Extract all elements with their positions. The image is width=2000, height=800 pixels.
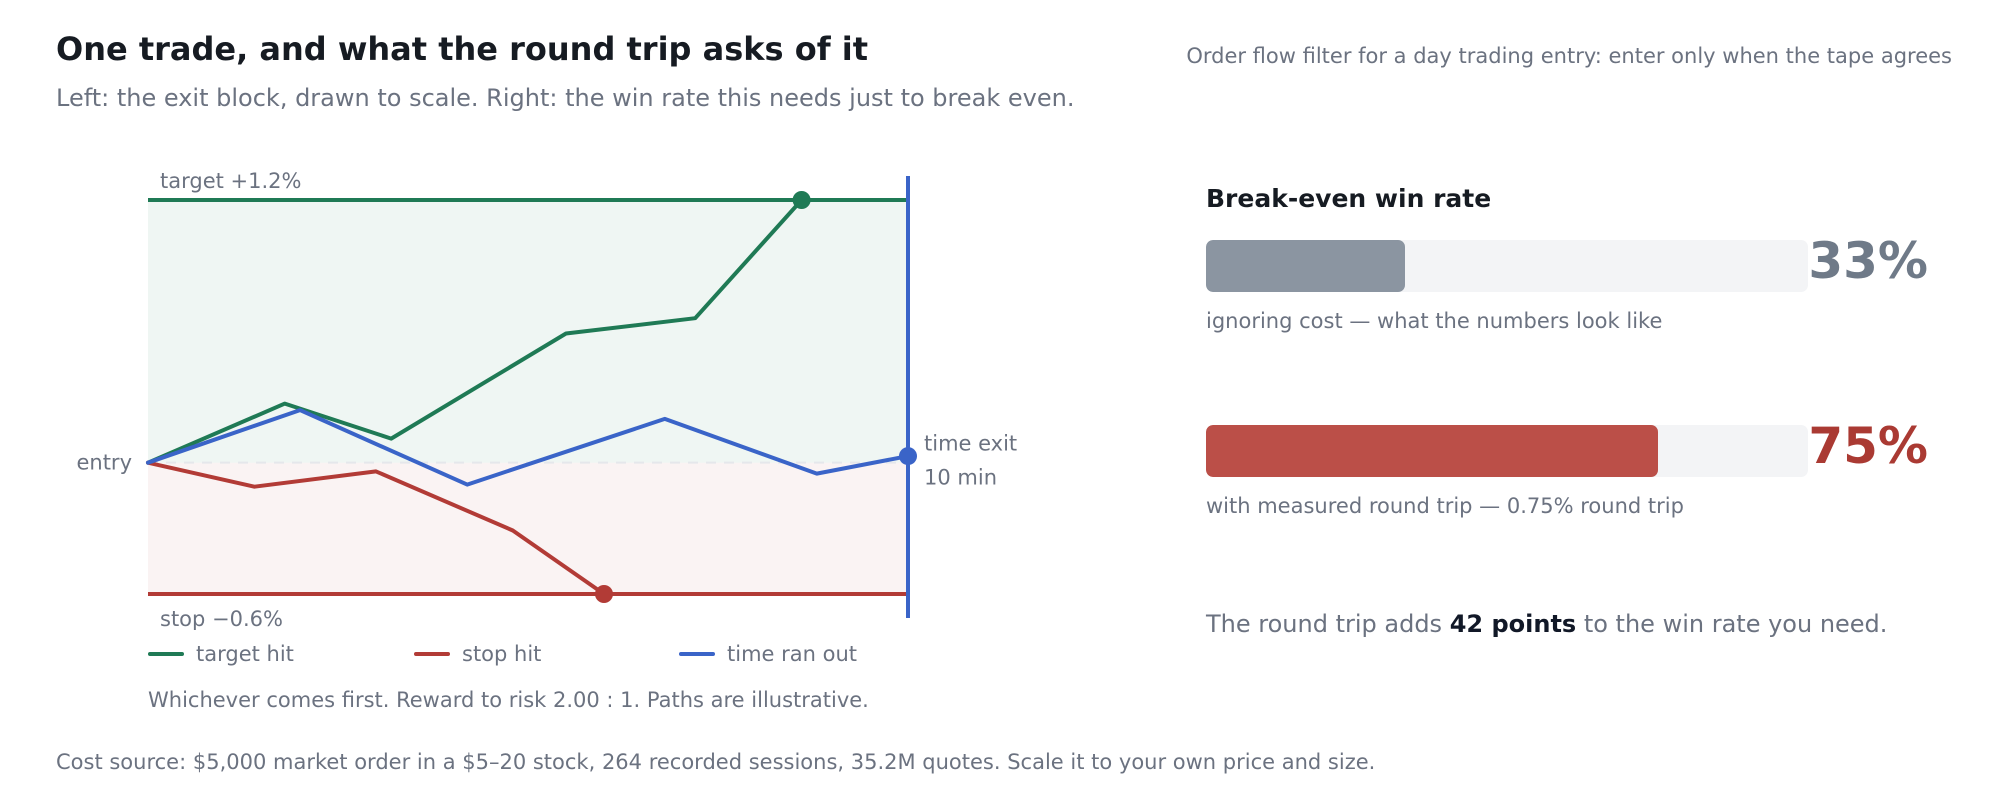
summary-prefix: The round trip adds — [1206, 610, 1450, 638]
legend-item-stop-hit: stop hit — [414, 642, 541, 666]
page-title: One trade, and what the round trip asks … — [56, 30, 869, 68]
series-time-ran-out-line — [146, 408, 910, 487]
series-layer — [146, 191, 917, 603]
corner-note: Order flow filter for a day trading entr… — [1186, 44, 1952, 68]
exit-block-chart: target +1.2% stop −0.6% entry time exit … — [76, 169, 1017, 630]
stop-zone — [148, 462, 908, 594]
chart-note: Whichever comes first. Reward to risk 2.… — [148, 688, 869, 712]
bar-caption-ignoring-cost: ignoring cost — what the numbers look li… — [1206, 309, 1663, 333]
series-stop-hit-line — [146, 460, 606, 596]
bar-track-round-trip — [1206, 425, 1808, 477]
legend-label: stop hit — [462, 642, 542, 666]
bar-ignoring-cost — [1206, 240, 1405, 292]
breakeven-panel-title: Break-even win rate — [1206, 184, 1492, 213]
chart-legend: target hit stop hit time ran out — [148, 642, 968, 672]
time-swatch — [679, 652, 715, 656]
bar-value-ignoring-cost: 33% — [1808, 232, 1928, 290]
entry-label: entry — [76, 451, 132, 475]
summary-suffix: to the win rate you need. — [1576, 610, 1888, 638]
legend-item-target-hit: target hit — [148, 642, 294, 666]
bar-caption-round-trip: with measured round trip — 0.75% round t… — [1206, 494, 1684, 518]
series-target-hit-endpoint — [792, 191, 811, 209]
legend-label: target hit — [196, 642, 294, 666]
legend-item-time-ran-out: time ran out — [679, 642, 857, 666]
summary-emphasis: 42 points — [1449, 610, 1577, 638]
bar-round-trip — [1206, 425, 1658, 477]
target-swatch — [148, 652, 184, 656]
summary-text: The round trip adds 42 points to the win… — [1206, 610, 1887, 638]
page-subtitle: Left: the exit block, drawn to scale. Ri… — [56, 84, 1075, 112]
cost-source-footer: Cost source: $5,000 market order in a $5… — [56, 750, 1376, 774]
time-exit-duration-label: 10 min — [924, 466, 997, 490]
bar-value-round-trip: 75% — [1808, 417, 1928, 475]
bar-track-ignoring-cost — [1206, 240, 1808, 292]
series-time-ran-out-endpoint — [899, 447, 917, 466]
time-exit-label: time exit — [924, 432, 1017, 456]
series-target-hit-line — [146, 198, 804, 465]
stop-label: stop −0.6% — [160, 607, 283, 630]
legend-label: time ran out — [727, 642, 857, 666]
target-label: target +1.2% — [160, 169, 301, 193]
stop-swatch — [414, 652, 450, 656]
series-stop-hit-endpoint — [595, 585, 613, 603]
